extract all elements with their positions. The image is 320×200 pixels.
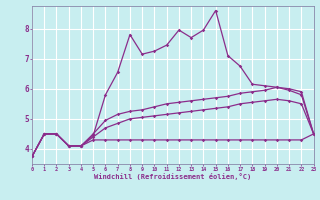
X-axis label: Windchill (Refroidissement éolien,°C): Windchill (Refroidissement éolien,°C)	[94, 173, 252, 180]
